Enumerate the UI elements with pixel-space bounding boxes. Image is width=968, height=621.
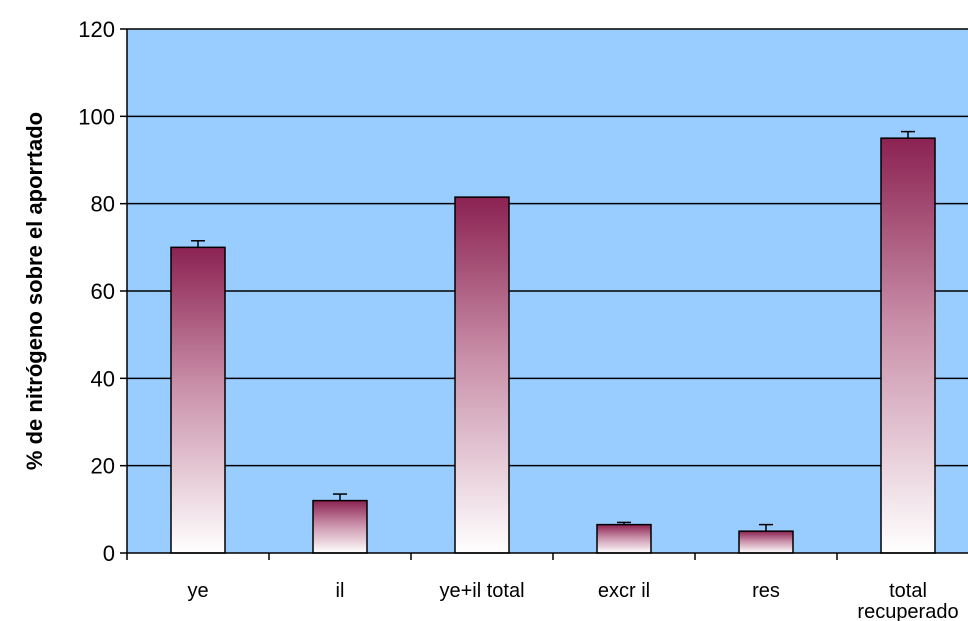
gridlines — [127, 28, 968, 467]
x-category-label-line: res — [752, 580, 780, 602]
y-tick-label: 40 — [91, 366, 115, 391]
x-category-label-line: total — [889, 580, 927, 602]
y-tick-label: 20 — [91, 454, 115, 479]
x-category-label-line: ye+il total — [439, 580, 524, 602]
y-tick-label: 80 — [91, 192, 115, 217]
bar-4 — [596, 523, 652, 554]
labels: 0 20 40 60 80 100 120 ye il ye+il total excr il res… — [78, 17, 958, 621]
y-tick-label: 120 — [78, 17, 115, 42]
axes — [120, 28, 968, 560]
bars — [170, 130, 936, 554]
x-category-label: res — [752, 580, 780, 602]
y-tick-label: 100 — [78, 104, 115, 129]
x-category-label: ye+il total — [439, 580, 524, 602]
x-category-label-line: recuperado — [857, 601, 958, 621]
x-category-label-line: excr il — [598, 580, 650, 602]
x-category-label: total recuperado — [857, 580, 958, 621]
bar-3 — [454, 196, 510, 554]
bar-1 — [170, 246, 226, 554]
bar-2 — [312, 499, 368, 554]
y-tick-label: 60 — [91, 279, 115, 304]
y-tick-label: 0 — [103, 541, 115, 566]
bar-5 — [738, 530, 794, 554]
x-category-label: excr il — [598, 580, 650, 602]
bar-6 — [880, 137, 936, 554]
x-category-label-line: ye — [187, 580, 208, 602]
y-axis-title: % de nitrógeno sobre el aporrtado — [22, 112, 47, 470]
x-category-label: ye — [187, 580, 208, 602]
x-category-label-line: il — [336, 580, 345, 602]
x-category-label: il — [336, 580, 345, 602]
